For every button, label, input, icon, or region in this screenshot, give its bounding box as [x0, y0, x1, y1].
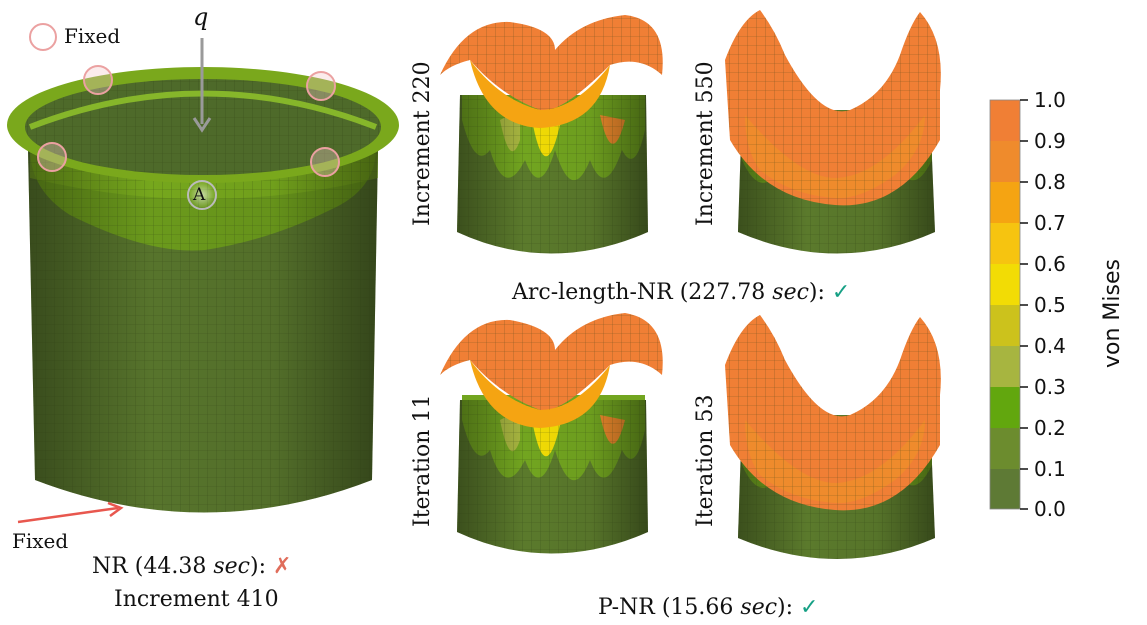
pnr-caption-unit: sec — [740, 595, 778, 620]
colorbar-tick: 0.4 — [1034, 334, 1066, 358]
colorbar-band — [990, 346, 1020, 387]
shell-iteration-11 — [440, 313, 663, 554]
colorbar-tick: 0.2 — [1034, 416, 1066, 440]
load-label: q — [193, 3, 209, 31]
arc-length-caption: Arc-length-NR (227.78 sec): ✓ — [512, 280, 850, 305]
shell-iteration-53 — [725, 315, 941, 559]
arc-caption-unit: sec — [772, 280, 809, 305]
colorbar — [989, 99, 1028, 510]
nr-cylinder — [7, 65, 399, 513]
colorbar-band — [990, 182, 1020, 223]
fixed-top-label: Fixed — [64, 24, 121, 48]
colorbar-tick: 0.1 — [1034, 457, 1066, 481]
colorbar-tick: 0.0 — [1034, 497, 1066, 521]
colorbar-tick: 0.7 — [1034, 211, 1066, 235]
nr-caption-tail: ): — [250, 554, 267, 579]
colorbar-band — [990, 141, 1020, 182]
nr-caption-unit: sec — [213, 554, 251, 579]
colorbar-band — [990, 100, 1020, 141]
shell-increment-220 — [440, 15, 663, 254]
pnr-caption-tail: ): — [777, 595, 794, 620]
nr-caption: NR (44.38 sec): ✗ — [92, 554, 291, 579]
colorbar-tick: 0.6 — [1034, 252, 1066, 276]
arc-caption-method: Arc-length-NR (227.78 — [512, 280, 773, 305]
label-iteration-53: Iteration 53 — [693, 394, 718, 527]
label-increment-550: Increment 550 — [693, 61, 718, 226]
colorbar-tick: 0.3 — [1034, 375, 1066, 399]
check-icon: ✓ — [831, 280, 851, 305]
arc-caption-tail: ): — [808, 280, 825, 305]
label-increment-220: Increment 220 — [410, 61, 435, 226]
fixed-bottom-label: Fixed — [12, 529, 69, 553]
colorbar-band — [990, 387, 1020, 428]
shell-increment-550 — [725, 10, 941, 254]
colorbar-tick: 0.8 — [1034, 170, 1066, 194]
colorbar-band — [990, 428, 1020, 469]
label-iteration-11: Iteration 11 — [410, 394, 435, 527]
fixed-bottom-arrow — [17, 501, 124, 524]
check-icon: ✓ — [800, 595, 819, 620]
fixed-marker-icon — [29, 23, 57, 51]
cross-icon: ✗ — [273, 554, 292, 579]
colorbar-band — [990, 223, 1020, 264]
nr-caption-method: NR (44.38 — [92, 554, 214, 579]
colorbar-title: von Mises — [1100, 259, 1125, 368]
pnr-caption-method: P-NR (15.66 — [598, 595, 741, 620]
colorbar-band — [990, 469, 1020, 509]
point-label: A — [193, 185, 206, 205]
colorbar-tick: 0.9 — [1034, 129, 1066, 153]
nr-caption-increment: Increment 410 — [114, 587, 279, 612]
colorbar-tick: 0.5 — [1034, 293, 1066, 317]
colorbar-band — [990, 264, 1020, 305]
colorbar-tick: 1.0 — [1034, 88, 1066, 112]
colorbar-band — [990, 305, 1020, 346]
pnr-caption: P-NR (15.66 sec): ✓ — [598, 595, 818, 620]
load-arrow — [192, 38, 212, 133]
